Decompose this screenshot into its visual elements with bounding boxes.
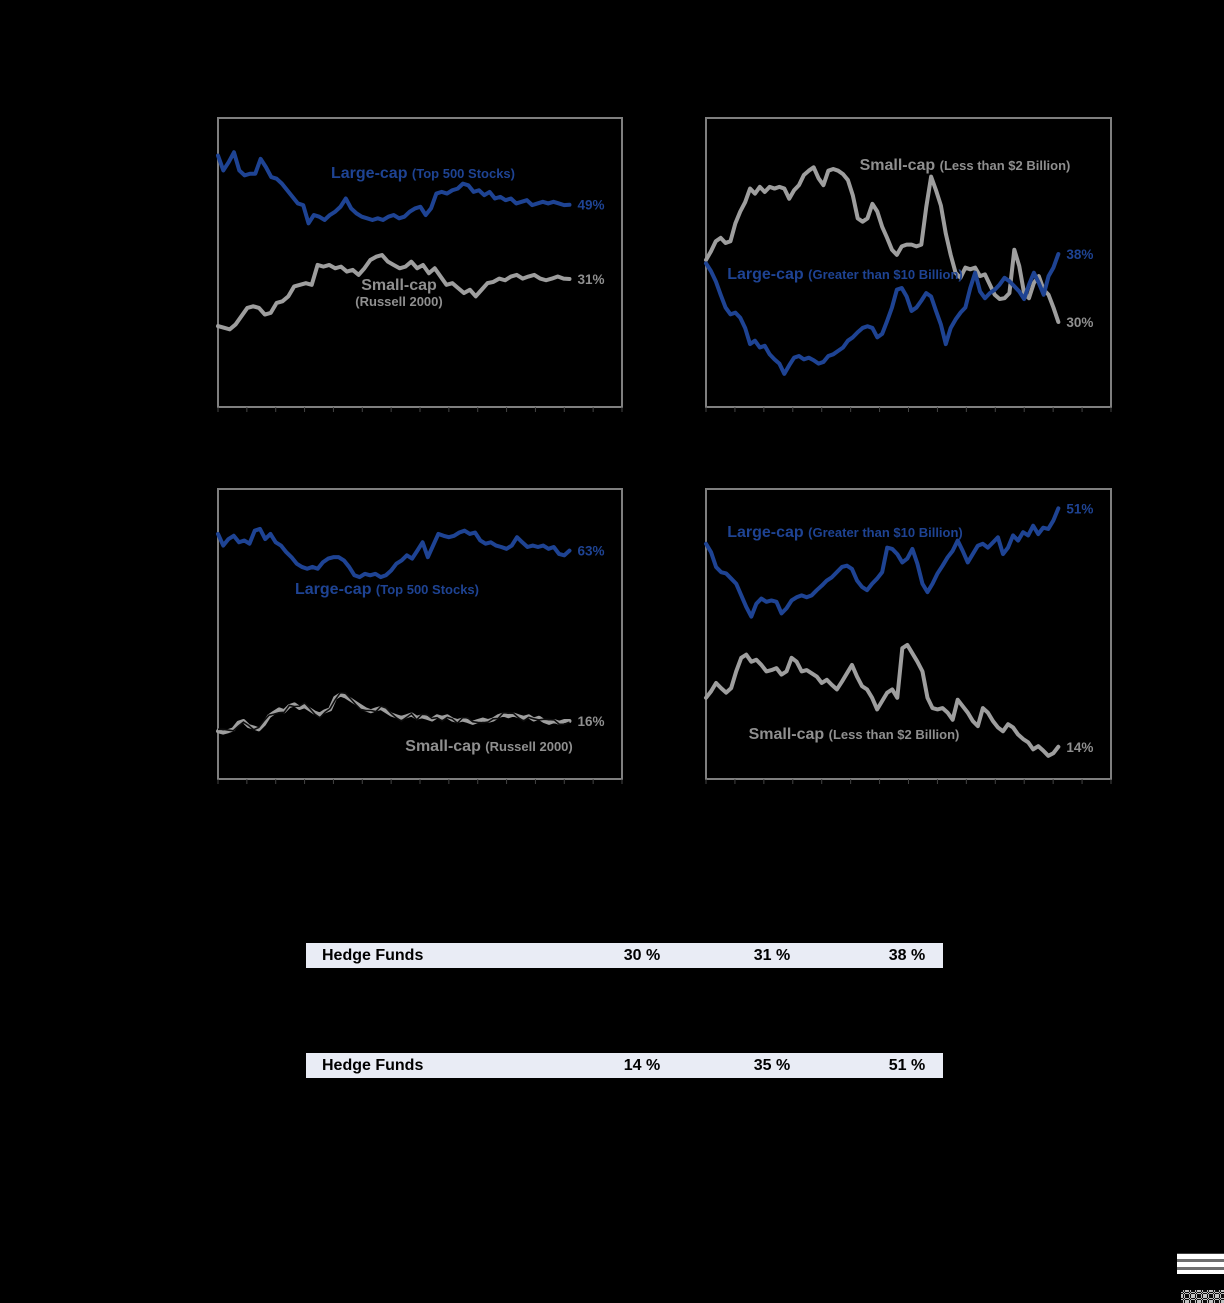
row-label: Hedge Funds (322, 1057, 424, 1074)
row-value-3: 51 % (888, 1057, 926, 1074)
chart-border (217, 488, 623, 780)
end-value-label: 63% (577, 544, 604, 559)
chart-canvas-top-left: 49% 31% Large-cap (Top 500 Stocks) Small-ca… (216, 117, 623, 412)
chart-border (217, 117, 623, 408)
clipped-logo-noise (1181, 1290, 1224, 1303)
row-label: Hedge Funds (322, 947, 424, 964)
table-row-hedge-funds-1: Hedge Funds 30 % 31 % 38 % (306, 943, 943, 968)
row-value-1: 14 % (623, 1057, 661, 1074)
end-value-label: 16% (577, 714, 604, 729)
chart-panel-top-left: 49% 31% Large-cap (Top 500 Stocks) Small-ca… (216, 117, 623, 412)
end-value-label: 38% (1066, 247, 1093, 262)
end-value-label: 49% (577, 198, 604, 213)
chart-panel-top-right: 30% 38% Small-cap (Less than $2 Billion) La… (704, 117, 1112, 412)
series-annotation: Large-cap (Top 500 Stocks) (331, 165, 515, 182)
line-series (216, 253, 572, 332)
chart-canvas-top-right: 30% 38% Small-cap (Less than $2 Billion) La… (704, 117, 1112, 412)
series-annotation: Large-cap (Greater than $10 Billion) (727, 524, 963, 541)
end-value-label: 30% (1066, 315, 1093, 330)
row-value-2: 31 % (753, 947, 791, 964)
line-series (704, 642, 1061, 758)
table-row-hedge-funds-2: Hedge Funds 14 % 35 % 51 % (306, 1053, 943, 1078)
end-value-label: 14% (1066, 740, 1093, 755)
line-series (704, 252, 1061, 376)
chart-panel-bottom-right: 51% 14% Large-cap (Greater than $10 Billio… (704, 488, 1112, 784)
end-value-label: 51% (1066, 501, 1093, 516)
line-series (216, 526, 572, 580)
row-value-2: 35 % (753, 1057, 791, 1074)
line-series (216, 692, 572, 735)
row-value-1: 30 % (623, 947, 661, 964)
series-annotation: Large-cap (Greater than $10 Billion) (727, 266, 963, 283)
row-value-3: 38 % (888, 947, 926, 964)
line-series-dark-overlay (218, 691, 570, 732)
series-annotation: (Russell 2000) (355, 294, 442, 309)
series-annotation: Large-cap (Top 500 Stocks) (295, 581, 479, 598)
series-annotation: Small-cap (Less than $2 Billion) (749, 726, 960, 743)
line-series (216, 150, 572, 226)
clipped-logo-stripes (1177, 1253, 1224, 1274)
chart-panel-bottom-left: 63% 16% Large-cap (Top 500 Stocks) Small-ca… (216, 488, 623, 784)
series-annotation: Small-cap (Russell 2000) (405, 738, 572, 755)
series-annotation: Small-cap (Less than $2 Billion) (860, 157, 1071, 174)
chart-canvas-bottom-right: 51% 14% Large-cap (Greater than $10 Billio… (704, 488, 1112, 784)
chart-canvas-bottom-left: 63% 16% Large-cap (Top 500 Stocks) Small-ca… (216, 488, 623, 784)
line-series (704, 165, 1061, 324)
end-value-label: 31% (577, 272, 604, 287)
series-annotation: Small-cap (361, 277, 437, 294)
line-series (704, 506, 1061, 619)
